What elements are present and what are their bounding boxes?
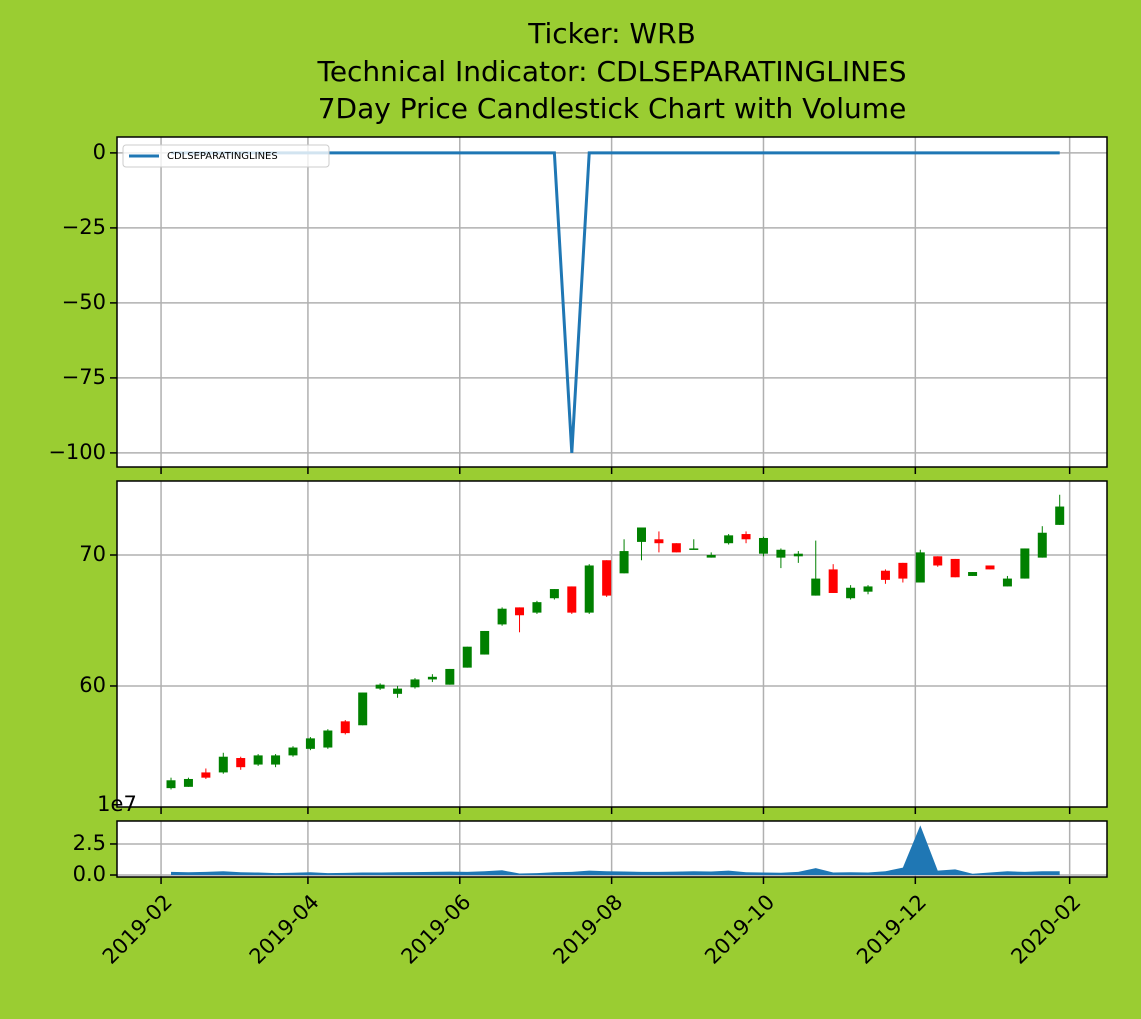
candle-body	[898, 562, 908, 579]
candle-body	[253, 755, 263, 765]
candle-body	[776, 549, 786, 558]
candle-body	[863, 586, 873, 592]
y-tick-label: 0.0	[73, 862, 106, 886]
candle-body	[985, 565, 995, 570]
candle-body	[950, 558, 960, 578]
axes-frame	[116, 136, 1108, 468]
chart-title: Ticker: WRB	[527, 17, 696, 50]
candle-body	[1037, 532, 1047, 558]
candle-body	[1055, 506, 1065, 525]
y-tick-label: 60	[79, 673, 106, 697]
candle-body	[375, 684, 385, 689]
legend-box	[122, 144, 330, 168]
candle-body	[532, 602, 542, 613]
candle-body	[183, 778, 193, 787]
legend-label: CDLSEPARATINGLINES	[167, 151, 278, 162]
chart-title: Technical Indicator: CDLSEPARATINGLINES	[316, 55, 906, 88]
chart-title: 7Day Price Candlestick Chart with Volume	[318, 92, 907, 125]
candle-body	[828, 569, 838, 593]
candle-body	[636, 527, 646, 542]
candle-body	[706, 555, 716, 558]
candle-body	[968, 572, 978, 576]
candle-body	[218, 756, 228, 773]
y-tick-label: −50	[62, 290, 106, 314]
candle-body	[445, 668, 455, 685]
candle-body	[1020, 548, 1030, 579]
candle-body	[236, 758, 246, 768]
candle-body	[358, 692, 368, 726]
candle-body	[724, 535, 734, 544]
candle-body	[480, 630, 490, 655]
y-tick-label: −75	[62, 365, 106, 389]
candle-body	[427, 676, 437, 680]
candle-body	[584, 565, 594, 613]
candle-body	[846, 587, 856, 599]
candle-body	[602, 560, 612, 596]
candle-body	[271, 755, 281, 765]
candle-body	[880, 570, 890, 580]
candle-body	[497, 608, 507, 625]
axes-frame	[116, 480, 1108, 808]
candle-body	[201, 772, 211, 778]
candle-body	[567, 586, 577, 613]
candle-body	[166, 780, 176, 789]
offset-label: 1e7	[97, 792, 137, 816]
candle-body	[410, 679, 420, 688]
candle-body	[793, 553, 803, 557]
candle-body	[915, 552, 925, 583]
candle-body	[393, 688, 403, 694]
y-tick-label: −100	[48, 440, 106, 464]
candle-body	[758, 537, 768, 554]
candle-body	[933, 556, 943, 566]
candle-body	[515, 607, 525, 616]
candle-body	[654, 539, 664, 544]
candle-body	[288, 747, 298, 756]
candle-body	[671, 543, 681, 553]
candle-body	[1002, 578, 1012, 587]
candle-body	[340, 721, 350, 734]
candle-body	[689, 548, 699, 550]
y-tick-label: 70	[79, 542, 106, 566]
candle-body	[549, 589, 559, 599]
axes-frame	[116, 820, 1108, 878]
y-tick-label: −25	[62, 215, 106, 239]
y-tick-label: 0	[93, 140, 106, 164]
candle-body	[619, 551, 629, 574]
candle-body	[462, 646, 472, 668]
y-tick-label: 2.5	[73, 831, 106, 855]
candle-body	[811, 578, 821, 596]
candle-body	[741, 534, 751, 540]
candle-body	[305, 738, 315, 749]
candle-body	[323, 730, 333, 748]
